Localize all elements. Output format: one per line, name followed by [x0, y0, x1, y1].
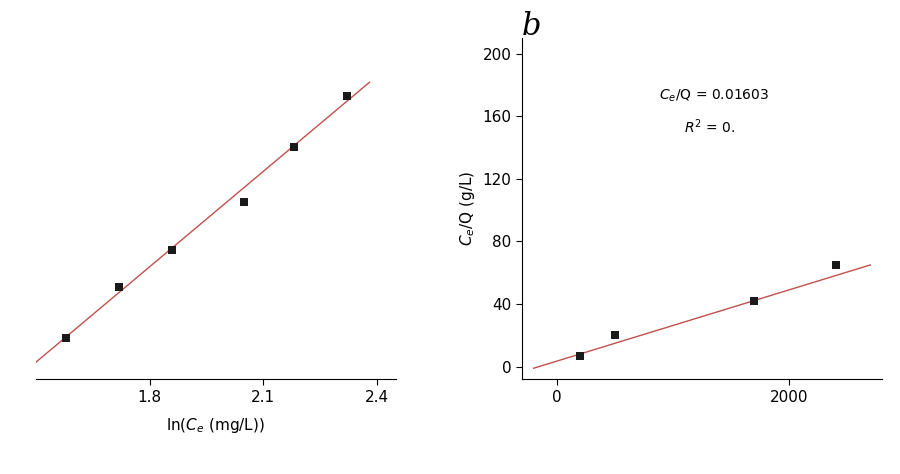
- Y-axis label: $C_e$/Q (g/L): $C_e$/Q (g/L): [458, 171, 477, 246]
- Point: [608, 332, 622, 339]
- Text: b: b: [522, 10, 542, 42]
- Point: [286, 143, 301, 151]
- Point: [166, 246, 180, 253]
- Text: $R^2$ = 0.: $R^2$ = 0.: [684, 118, 735, 137]
- Text: $C_e$/Q = 0.01603: $C_e$/Q = 0.01603: [659, 87, 770, 104]
- Point: [573, 352, 588, 359]
- Point: [339, 92, 354, 100]
- X-axis label: ln($C_e$ (mg/L)): ln($C_e$ (mg/L)): [166, 416, 266, 435]
- Point: [59, 335, 74, 342]
- Point: [828, 261, 842, 269]
- Point: [238, 198, 252, 206]
- Point: [112, 283, 127, 291]
- Point: [747, 297, 761, 305]
